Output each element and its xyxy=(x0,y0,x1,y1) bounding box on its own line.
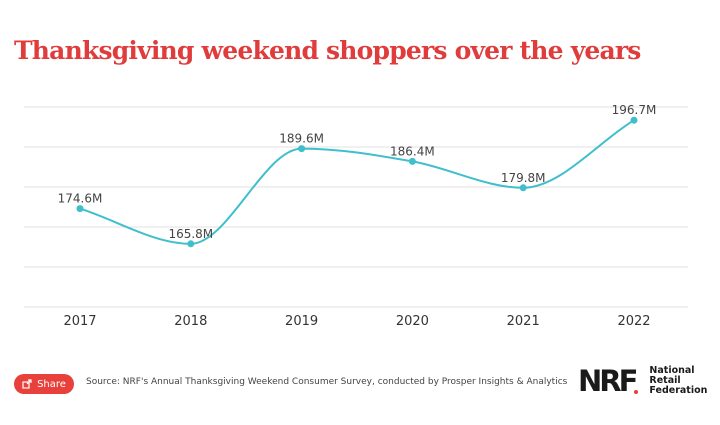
data-point[interactable] xyxy=(408,157,416,165)
data-label: 186.4M xyxy=(390,144,435,158)
data-label: 189.6M xyxy=(279,132,324,146)
data-point[interactable] xyxy=(630,116,638,124)
logo-text: National Retail Federation xyxy=(649,365,708,396)
data-label: 179.8M xyxy=(501,171,546,185)
x-tick-label: 2022 xyxy=(617,314,650,329)
data-point[interactable] xyxy=(298,145,306,153)
data-point[interactable] xyxy=(76,205,84,213)
nrf-logo: NRF National Retail Federation xyxy=(578,365,708,397)
x-tick-label: 2019 xyxy=(285,314,318,329)
x-tick-label: 2017 xyxy=(63,314,96,329)
x-tick-label: 2020 xyxy=(396,314,429,329)
series-line xyxy=(79,119,635,245)
data-point[interactable] xyxy=(187,240,195,248)
logo-mark: NRF xyxy=(578,366,638,396)
data-points xyxy=(76,116,638,248)
chart-title: Thanksgiving weekend shoppers over the y… xyxy=(14,36,641,65)
share-icon xyxy=(22,379,32,389)
data-label: 196.7M xyxy=(612,103,657,117)
share-button[interactable]: Share xyxy=(14,374,74,394)
data-label: 165.8M xyxy=(168,227,213,241)
data-point[interactable] xyxy=(519,184,527,192)
x-tick-label: 2021 xyxy=(507,314,540,329)
share-label: Share xyxy=(37,378,66,390)
data-labels: 174.6M 165.8M 189.6M 186.4M 179.8M 196.7M xyxy=(58,103,657,241)
gridlines xyxy=(24,106,688,308)
source-note: Source: NRF's Annual Thanksgiving Weeken… xyxy=(86,377,568,387)
x-tick-label: 2018 xyxy=(174,314,207,329)
x-axis-tick-labels: 2017 2018 2019 2020 2021 2022 xyxy=(63,314,650,329)
data-label: 174.6M xyxy=(58,192,103,206)
